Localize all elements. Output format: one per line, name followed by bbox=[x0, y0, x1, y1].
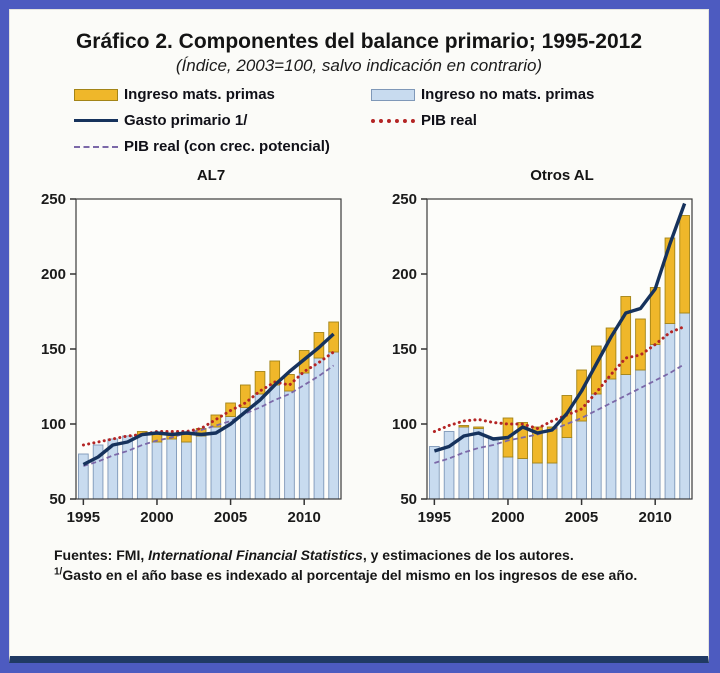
svg-text:1995: 1995 bbox=[67, 509, 100, 525]
footnote-1-line: 1/Gasto en el año base es indexado al po… bbox=[54, 566, 638, 584]
svg-text:200: 200 bbox=[392, 266, 417, 283]
commodity-bar-swatch-icon bbox=[74, 88, 118, 101]
svg-text:250: 250 bbox=[392, 191, 417, 208]
legend-label: Ingreso no mats. primas bbox=[421, 86, 595, 103]
svg-text:1995: 1995 bbox=[418, 509, 451, 525]
svg-text:150: 150 bbox=[392, 341, 417, 358]
svg-text:2000: 2000 bbox=[140, 509, 173, 525]
svg-text:2005: 2005 bbox=[214, 509, 247, 525]
non-commodity-bar-swatch-icon bbox=[371, 88, 415, 101]
footnotes: Fuentes: FMI, International Financial St… bbox=[54, 545, 668, 586]
legend-label: PIB real (con crec. potencial) bbox=[124, 138, 330, 155]
legend-label: Ingreso mats. primas bbox=[124, 86, 275, 103]
chart-otros-al-title: Otros AL bbox=[530, 167, 594, 184]
legend-item-ingreso-mats: Ingreso mats. primas bbox=[74, 86, 371, 103]
figure-subtitle: (Índice, 2003=100, salvo indicación en c… bbox=[175, 56, 543, 75]
svg-text:200: 200 bbox=[41, 266, 66, 283]
chart-otros-al-plot: 50 100 150 200 250 1995 2000 2005 2010 bbox=[392, 191, 693, 525]
legend: Ingreso mats. primas Ingreso no mats. pr… bbox=[74, 86, 668, 155]
dotted-line-swatch-icon bbox=[371, 118, 415, 123]
svg-text:50: 50 bbox=[400, 491, 417, 508]
svg-text:2010: 2010 bbox=[639, 509, 672, 525]
legend-label: PIB real bbox=[421, 112, 477, 129]
legend-label: Gasto primario 1/ bbox=[124, 112, 248, 129]
chart-al7-title: AL7 bbox=[196, 167, 226, 184]
source-title-italic: International Financial Statistics bbox=[148, 547, 363, 563]
legend-item-ingreso-no-mats: Ingreso no mats. primas bbox=[371, 86, 668, 103]
svg-text:150: 150 bbox=[41, 341, 66, 358]
svg-text:50: 50 bbox=[49, 491, 66, 508]
svg-text:100: 100 bbox=[41, 416, 66, 433]
figure-page: Gráfico 2. Componentes del balance prima… bbox=[9, 9, 709, 663]
svg-text:2000: 2000 bbox=[491, 509, 524, 525]
svg-text:2010: 2010 bbox=[288, 509, 321, 525]
footnote-marker: 1/ bbox=[54, 566, 63, 578]
legend-item-pib-real: PIB real bbox=[371, 112, 668, 129]
charts-row: AL7 50 100 150 200 250 1995 2000 2005 2010 Otros… bbox=[10, 167, 708, 525]
legend-item-pib-potencial: PIB real (con crec. potencial) bbox=[74, 138, 371, 155]
svg-text:100: 100 bbox=[392, 416, 417, 433]
dashed-line-swatch-icon bbox=[74, 145, 118, 148]
chart-al7-plot: 50 100 150 200 250 1995 2000 2005 2010 bbox=[41, 191, 342, 525]
svg-text:2005: 2005 bbox=[565, 509, 598, 525]
figure-title: Gráfico 2. Componentes del balance prima… bbox=[75, 30, 643, 53]
chart-al7: AL7 50 100 150 200 250 1995 2000 2005 2010 bbox=[21, 167, 346, 525]
solid-line-swatch-icon bbox=[74, 119, 118, 122]
chart-otros-al: Otros AL 50 100 150 200 250 1995 2000 2005 2010 bbox=[372, 167, 697, 525]
sources-line: Fuentes: FMI, International Financial St… bbox=[54, 547, 574, 563]
svg-text:250: 250 bbox=[41, 191, 66, 208]
legend-item-gasto-primario: Gasto primario 1/ bbox=[74, 112, 371, 129]
